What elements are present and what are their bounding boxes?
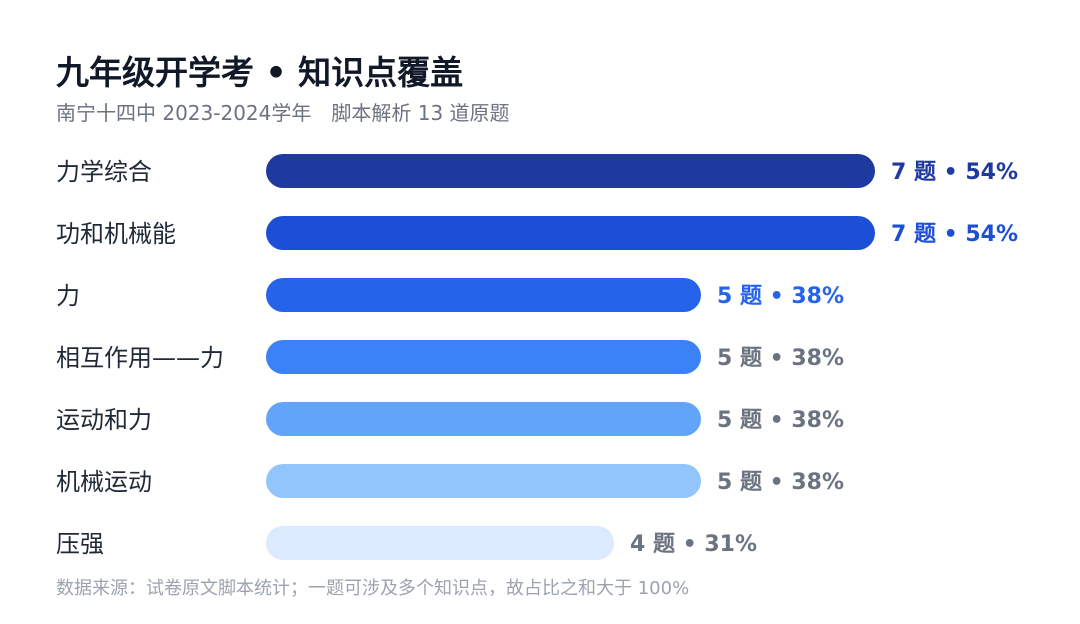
value-label: 5 题 • 38% — [717, 284, 844, 309]
value-label: 4 题 • 31% — [630, 532, 757, 557]
category-label: 功和机械能 — [56, 220, 176, 248]
chart-footnote: 数据来源：试卷原文脚本统计；一题可涉及多个知识点，故占比之和大于 100% — [56, 578, 690, 599]
value-label: 5 题 • 38% — [717, 408, 844, 433]
value-label: 5 题 • 38% — [717, 470, 844, 495]
chart-subtitle: 南宁十四中 2023-2024学年 脚本解析 13 道原题 — [56, 101, 510, 125]
bar — [266, 154, 875, 188]
category-label: 运动和力 — [56, 406, 152, 434]
bar — [266, 526, 614, 560]
category-label: 力 — [56, 282, 80, 310]
value-label: 5 题 • 38% — [717, 346, 844, 371]
value-label: 7 题 • 54% — [891, 160, 1018, 185]
category-label: 机械运动 — [56, 468, 152, 496]
bar — [266, 464, 701, 498]
category-label: 相互作用——力 — [56, 344, 224, 372]
bar — [266, 402, 701, 436]
bar — [266, 278, 701, 312]
chart-title: 九年级开学考 • 知识点覆盖 — [56, 53, 464, 92]
category-label: 压强 — [56, 530, 104, 558]
value-label: 7 题 • 54% — [891, 222, 1018, 247]
category-label: 力学综合 — [56, 158, 152, 186]
bar — [266, 216, 875, 250]
bar — [266, 340, 701, 374]
